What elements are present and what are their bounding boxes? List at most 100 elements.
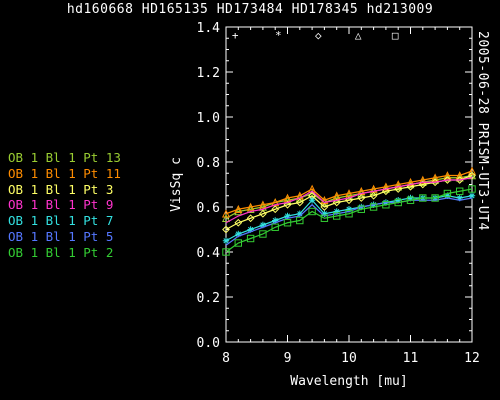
data-point [246, 204, 255, 213]
data-point [234, 239, 243, 247]
data-point [456, 187, 464, 195]
series-5 [225, 197, 473, 246]
data-point [369, 191, 378, 200]
data-point [258, 209, 267, 218]
y-tick-label: 1.4 [197, 21, 221, 36]
legend-entry: OB 1 Bl 1 Pt 7 [8, 213, 114, 229]
data-point [345, 210, 353, 218]
data-point [406, 196, 415, 204]
data-point [246, 202, 255, 211]
data-point [296, 216, 304, 225]
legend-entry: OB 1 Bl 1 Pt 9 [8, 197, 114, 213]
data-point [418, 175, 427, 184]
data-point [431, 194, 439, 202]
data-point [443, 189, 452, 198]
y-tick-label: 0.4 [197, 246, 221, 261]
data-point [295, 198, 304, 207]
data-point [246, 234, 255, 243]
data-point [369, 203, 378, 211]
legend-entry: OB 1 Bl 1 Pt 2 [8, 244, 114, 260]
data-point [247, 226, 254, 233]
legend-entry: OB 1 Bl 1 Pt 3 [8, 181, 114, 197]
data-point [272, 217, 279, 224]
series-line [225, 188, 473, 253]
series-3 [225, 177, 473, 224]
data-point [259, 230, 267, 238]
data-point [394, 198, 402, 207]
data-point [332, 198, 341, 207]
x-tick-label: 8 [222, 351, 230, 366]
data-point [234, 218, 243, 227]
series-line [225, 174, 473, 231]
marker-key-symbol: * [275, 29, 282, 42]
legend-entry: OB 1 Bl 1 Pt 11 [8, 165, 121, 181]
data-point [467, 166, 477, 175]
y-tick-label: 0.0 [197, 336, 220, 351]
data-point [222, 225, 230, 234]
legend-entry: OB 1 Bl 1 Pt 5 [8, 228, 114, 244]
y-tick-label: 1.2 [197, 66, 220, 81]
y-tick-label: 0.2 [197, 291, 220, 306]
data-point [271, 205, 280, 214]
series-line [225, 197, 473, 246]
data-point [443, 176, 452, 184]
series-2 [222, 171, 476, 234]
series-line [225, 170, 473, 215]
data-point [221, 209, 231, 218]
data-point [381, 182, 390, 191]
data-point [468, 192, 476, 199]
y-tick-label: 0.8 [197, 156, 220, 171]
data-point [246, 214, 255, 223]
data-point [455, 176, 464, 184]
x-tick-label: 9 [284, 351, 292, 366]
data-point [308, 207, 316, 216]
chart-title: hd160668 HD165135 HD173484 HD178345 hd21… [66, 2, 434, 17]
series-6 [222, 185, 476, 256]
data-point [284, 212, 291, 220]
data-point [345, 196, 353, 205]
data-point [455, 171, 464, 180]
series-line [225, 174, 473, 219]
marker-key-symbol: △ [355, 29, 362, 42]
data-point [283, 195, 292, 204]
data-point [235, 230, 242, 238]
data-point [395, 197, 402, 204]
data-point [394, 180, 403, 189]
data-point [222, 248, 230, 256]
data-point [259, 221, 267, 229]
data-point [406, 177, 415, 186]
data-point [234, 207, 243, 216]
x-tick-label: 10 [341, 351, 357, 366]
marker-key-symbol: □ [392, 29, 399, 42]
data-point [431, 178, 440, 187]
data-point [431, 173, 440, 182]
plot-frame [225, 26, 473, 343]
data-point [406, 182, 415, 191]
series-line [225, 177, 473, 224]
data-point [333, 208, 340, 215]
data-point [271, 223, 279, 231]
data-point [222, 237, 230, 244]
data-point [234, 204, 243, 213]
data-point [321, 210, 328, 217]
y-axis-label: VisSq c [169, 157, 184, 212]
data-point [345, 206, 353, 213]
x-tick-label: 11 [403, 351, 419, 366]
data-point [407, 194, 414, 202]
x-axis-label: Wavelength [mu] [290, 374, 407, 389]
data-point [357, 205, 366, 213]
data-point [418, 180, 427, 189]
data-point [357, 194, 366, 202]
data-point [468, 185, 476, 193]
data-point [258, 200, 267, 209]
legend-entry: OB 1 Bl 1 Pt 13 [8, 150, 121, 165]
x-tick-label: 12 [464, 351, 480, 366]
data-point [221, 213, 231, 222]
data-point [283, 200, 292, 209]
data-point [308, 197, 316, 204]
data-point [296, 210, 303, 217]
data-point [320, 203, 329, 211]
data-point [468, 171, 476, 180]
data-point [394, 185, 403, 193]
